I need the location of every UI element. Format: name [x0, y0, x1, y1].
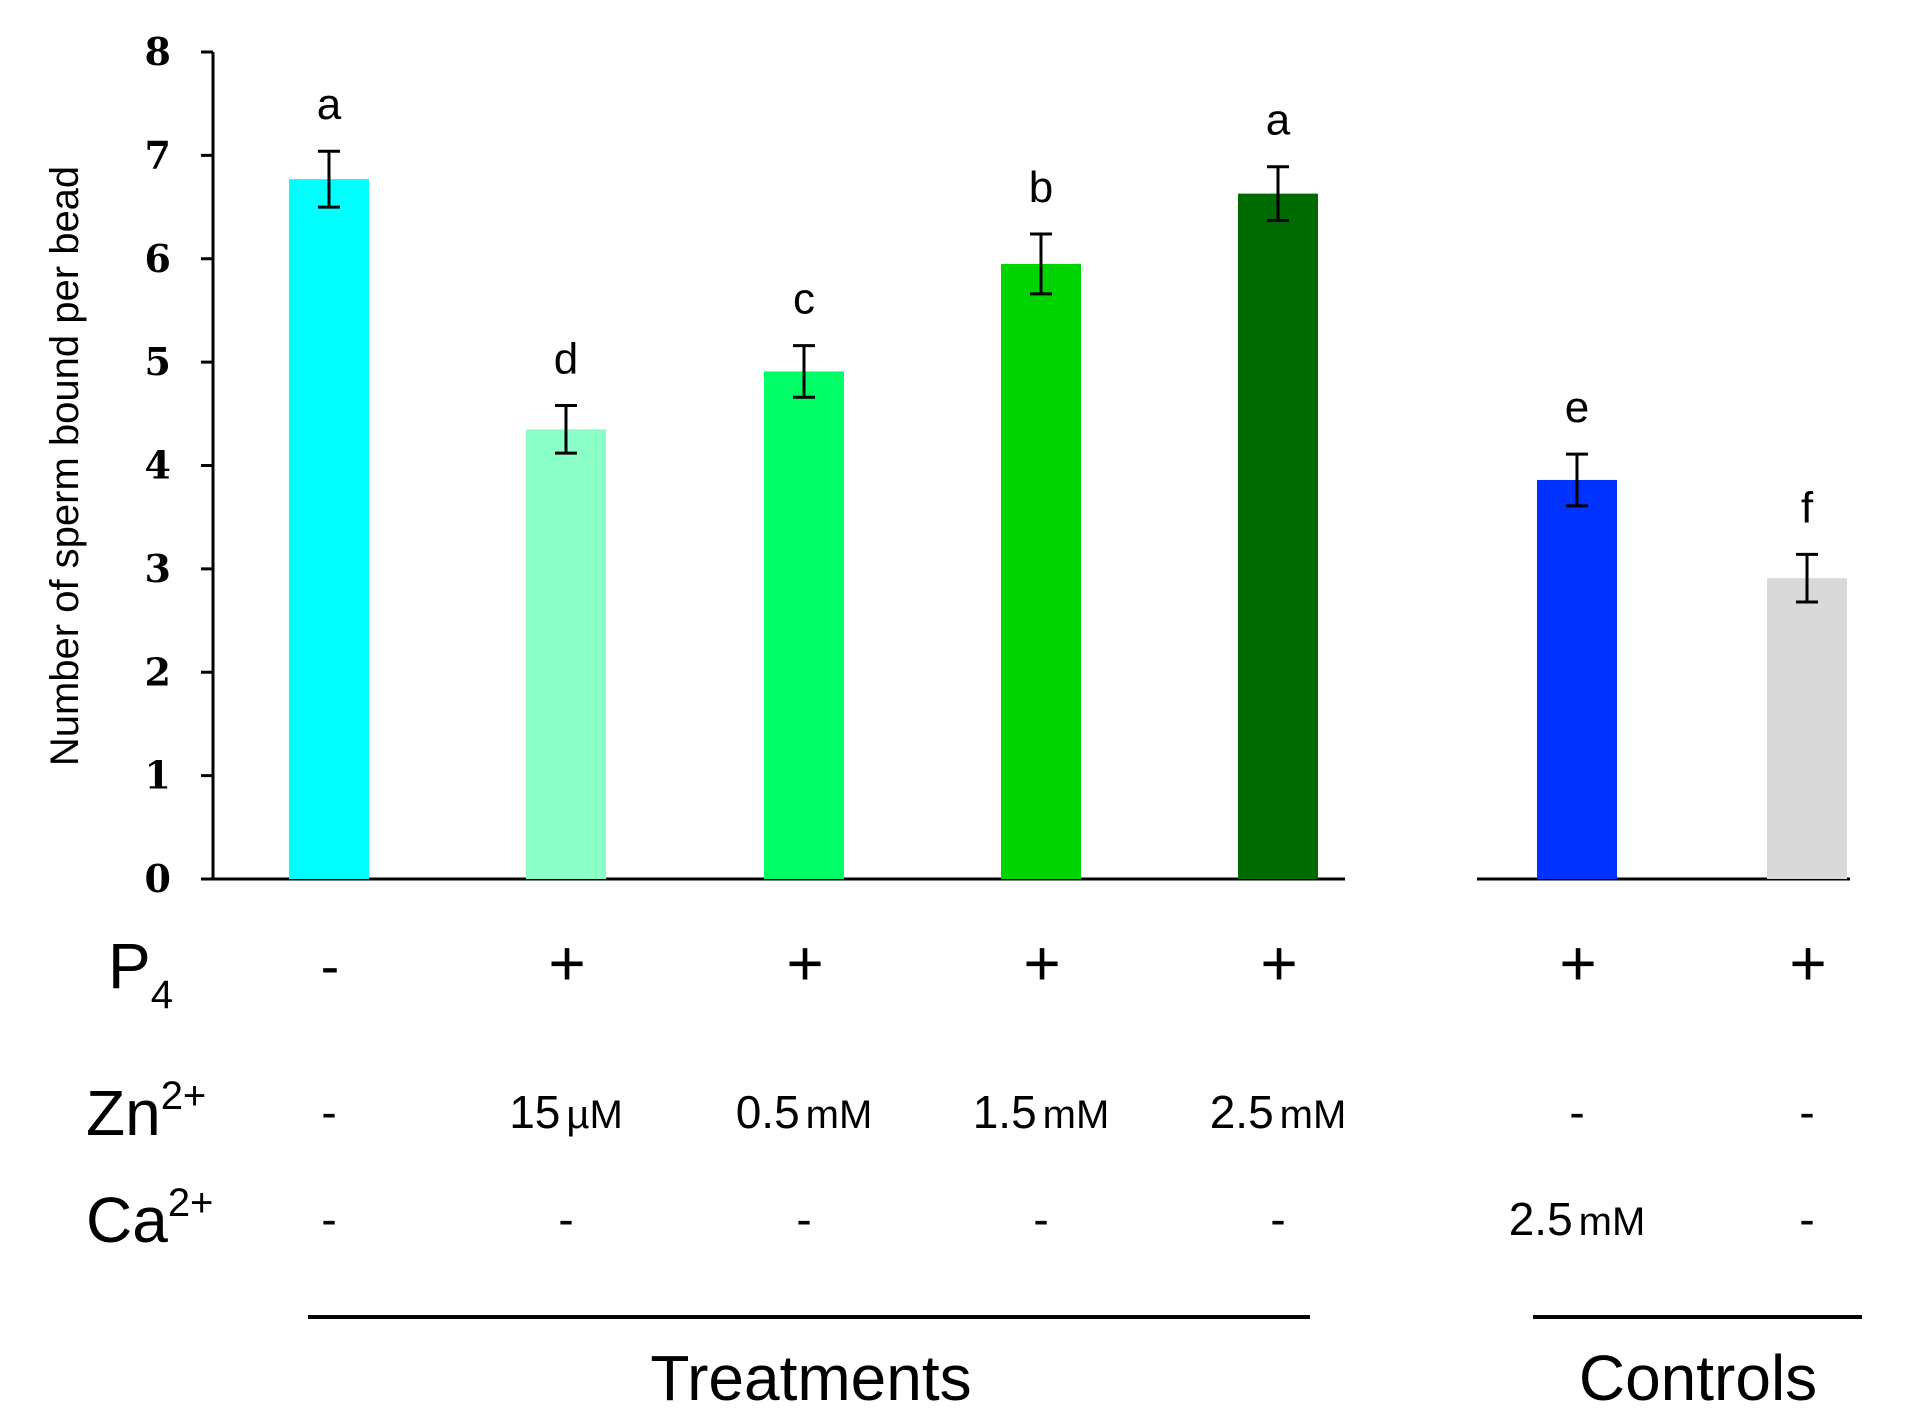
zn-amount: - — [1799, 1086, 1814, 1138]
p4-row: - + + + + + + — [321, 927, 1827, 999]
ca-value: - — [1270, 1193, 1285, 1245]
y-axis-title: Number of sperm bound per bead — [43, 166, 87, 766]
p4-value: + — [1260, 927, 1297, 999]
zn-amount: 0.5 — [736, 1086, 800, 1138]
significance-letter: d — [554, 335, 578, 384]
zn-amount: 15 — [509, 1086, 560, 1138]
zn-amount: - — [321, 1086, 336, 1138]
significance-letter: f — [1801, 483, 1814, 532]
ca-amount: - — [1799, 1193, 1814, 1245]
zn-unit: mM — [806, 1093, 873, 1137]
ca-row-label: Ca2+ — [86, 1181, 213, 1256]
bar — [1238, 193, 1318, 879]
bar — [289, 179, 369, 879]
ca-amount: - — [1033, 1193, 1048, 1245]
bar — [1001, 263, 1081, 879]
ca-value: - — [321, 1193, 336, 1245]
treatments-label: Treatments — [650, 1342, 971, 1409]
p4-value: - — [321, 934, 340, 997]
ca-amount: 2.5 — [1509, 1193, 1573, 1245]
zn-value: 0.5 mM — [736, 1086, 873, 1138]
ca-amount: - — [1270, 1193, 1285, 1245]
significance-letter: c — [793, 275, 815, 324]
zn-amount: 2.5 — [1210, 1086, 1274, 1138]
y-tick-label: 1 — [145, 753, 171, 798]
significance-letter: e — [1565, 383, 1589, 432]
p4-value: + — [1789, 927, 1826, 999]
ca-row: - - - - - 2.5 mM - — [321, 1193, 1814, 1245]
zn-value: - — [1569, 1086, 1584, 1138]
y-tick-label: 6 — [145, 236, 171, 281]
zn-value: 15 µM — [509, 1086, 623, 1138]
y-tick-label: 4 — [145, 443, 171, 488]
significance-letter: a — [317, 80, 342, 129]
controls-label: Controls — [1579, 1342, 1817, 1409]
ca-amount: - — [321, 1193, 336, 1245]
bar — [526, 429, 606, 879]
zn-unit: µM — [566, 1093, 622, 1137]
zn-value: - — [321, 1086, 336, 1138]
y-tick-label: 2 — [145, 649, 171, 694]
significance-letters: a d c b a e f — [317, 80, 1814, 532]
error-bars — [318, 149, 1818, 604]
bar — [764, 371, 844, 879]
zn-value: 1.5 mM — [973, 1086, 1110, 1138]
zn-unit: mM — [1280, 1093, 1347, 1137]
p4-value: + — [1559, 927, 1596, 999]
y-tick-label: 3 — [145, 546, 171, 591]
y-tick-label: 8 — [145, 29, 171, 74]
zn-unit: mM — [1043, 1093, 1110, 1137]
significance-letter: b — [1029, 163, 1053, 212]
bar — [1767, 578, 1847, 879]
ca-value: - — [796, 1193, 811, 1245]
p4-value: + — [1023, 927, 1060, 999]
y-ticks: 0 1 2 3 4 5 6 7 8 — [145, 29, 213, 901]
ca-value: - — [1033, 1193, 1048, 1245]
y-tick-label: 5 — [145, 339, 171, 384]
ca-amount: - — [796, 1193, 811, 1245]
zn-value: 2.5 mM — [1210, 1086, 1347, 1138]
ca-unit: mM — [1579, 1200, 1646, 1244]
p4-value: + — [786, 927, 823, 999]
zn-row: -15 µM 0.5 mM 1.5 mM 2.5 mM - - — [321, 1086, 1814, 1138]
zn-amount: 1.5 — [973, 1086, 1037, 1138]
y-tick-label: 7 — [145, 132, 171, 177]
significance-letter: a — [1266, 96, 1291, 145]
zn-row-label: Zn2+ — [86, 1074, 206, 1149]
ca-value: 2.5 mM — [1509, 1193, 1646, 1245]
ca-value: - — [558, 1193, 573, 1245]
bar — [1537, 479, 1617, 879]
p4-row-label: P4 — [108, 930, 173, 1017]
zn-amount: - — [1569, 1086, 1584, 1138]
y-tick-label: 0 — [145, 856, 171, 901]
ca-amount: - — [558, 1193, 573, 1245]
zn-value: - — [1799, 1086, 1814, 1138]
ca-value: - — [1799, 1193, 1814, 1245]
bars — [289, 179, 1847, 879]
p4-value: + — [548, 927, 585, 999]
